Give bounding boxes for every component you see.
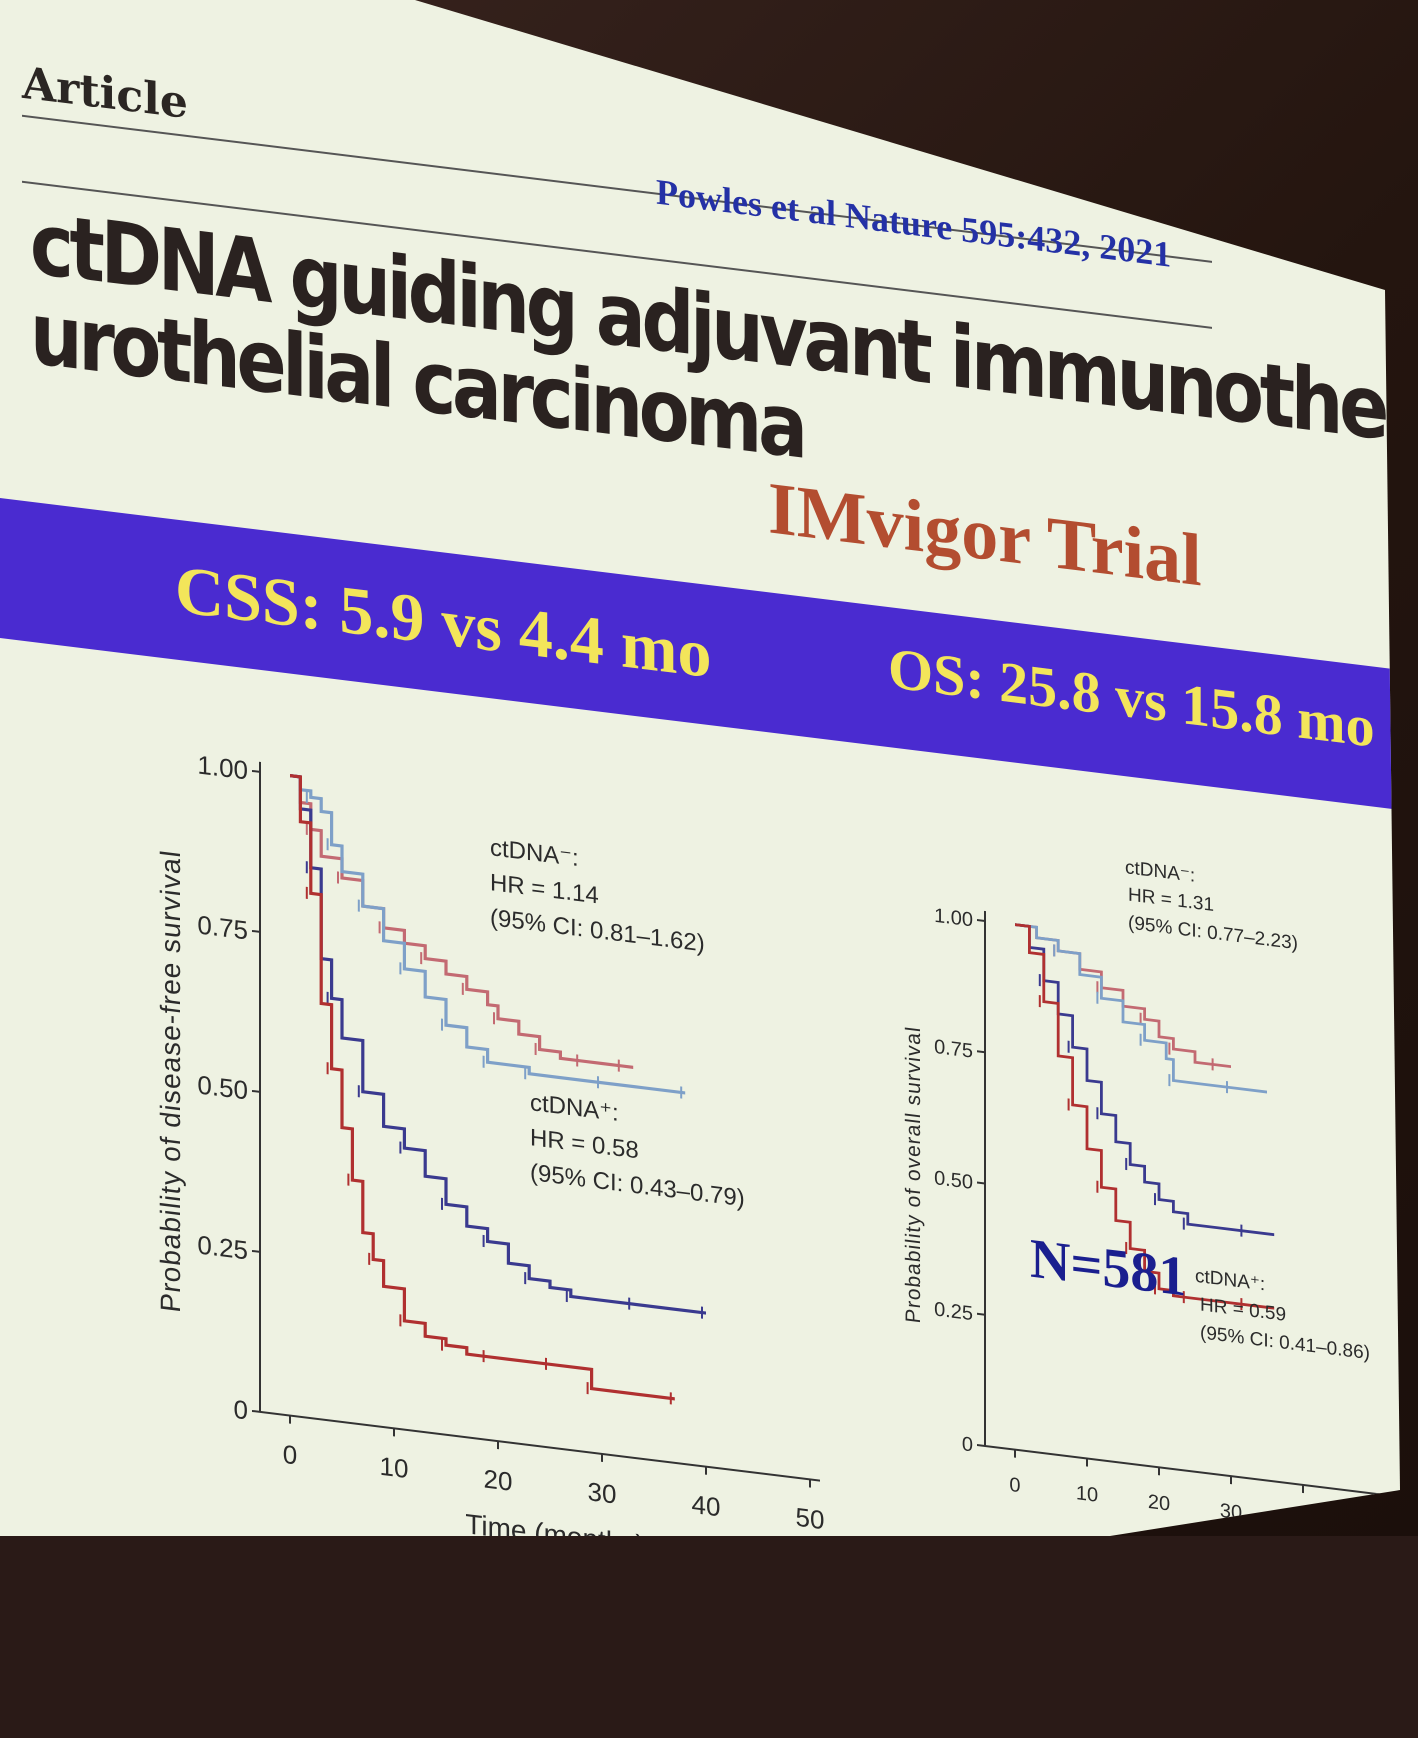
os-series-positive-atezo-line bbox=[1015, 923, 1275, 1237]
dfs-x-tick-label: 50 bbox=[796, 1502, 825, 1535]
os-neg-title: ctDNA⁻: bbox=[1125, 857, 1195, 887]
dfs-x-tick-label: 10 bbox=[380, 1451, 409, 1484]
dfs-x-tick-label: 20 bbox=[484, 1463, 513, 1496]
os-y-tick-label: 0.25 bbox=[934, 1299, 973, 1326]
dfs-y-axis-label: Probability of disease-free survival bbox=[155, 848, 186, 1314]
os-y-tick-label: 0.75 bbox=[934, 1036, 973, 1063]
os-neg-hr: HR = 1.31 bbox=[1128, 885, 1214, 916]
dfs-chart: 0 0.25 0.50 0.75 1.00 0 10 20 30 40 50 Time (months… bbox=[155, 749, 825, 1561]
dfs-x-tick-label: 30 bbox=[588, 1476, 617, 1509]
os-curves bbox=[1015, 923, 1275, 1311]
dfs-pos-ci: (95% CI: 0.43–0.79) bbox=[530, 1159, 745, 1212]
dfs-y-tick-label: 0 bbox=[234, 1394, 248, 1426]
os-y-tick bbox=[977, 1312, 985, 1316]
dfs-x-axis-label: Time (months) bbox=[465, 1508, 644, 1561]
os-series-negative-obs-line bbox=[1015, 923, 1267, 1094]
os-x-tick-label: 10 bbox=[1076, 1482, 1098, 1507]
os-y-tick-label: 0.50 bbox=[934, 1167, 973, 1194]
os-series-positive-obs-line bbox=[1015, 923, 1275, 1310]
dfs-y-tick bbox=[252, 1409, 260, 1413]
os-y-tick bbox=[977, 918, 985, 922]
dfs-y-tick-label: 0.25 bbox=[197, 1229, 248, 1265]
dfs-x-axis bbox=[260, 1410, 820, 1482]
dfs-curves bbox=[290, 774, 706, 1405]
os-y-tick bbox=[977, 1181, 985, 1185]
projected-slide: Article Powles et al Nature 595:432, 202… bbox=[0, 0, 1400, 1536]
dfs-neg-hr: HR = 1.14 bbox=[490, 869, 599, 909]
os-x-axis-label: Time (months) bbox=[1133, 1536, 1267, 1575]
dfs-y-tick bbox=[252, 1249, 260, 1253]
dfs-y-tick-label: 1.00 bbox=[197, 749, 248, 785]
dfs-y-tick bbox=[252, 769, 260, 773]
os-x-axis bbox=[985, 1444, 1385, 1497]
os-x-tick-label: 20 bbox=[1148, 1491, 1170, 1516]
os-y-tick bbox=[977, 1443, 985, 1447]
os-y-axis-label: Probability of overall survival bbox=[902, 1025, 925, 1325]
dfs-y-tick bbox=[252, 929, 260, 933]
dfs-series-negative-atezo-line bbox=[290, 774, 634, 1069]
os-x-tick-label: 0 bbox=[1009, 1474, 1020, 1497]
dfs-pos-title: ctDNA⁺: bbox=[530, 1089, 619, 1127]
os-y-tick-label: 1.00 bbox=[934, 905, 973, 932]
dfs-neg-ci: (95% CI: 0.81–1.62) bbox=[490, 904, 705, 957]
os-pos-title: ctDNA⁺: bbox=[1195, 1266, 1265, 1296]
dfs-neg-title: ctDNA⁻: bbox=[490, 834, 579, 872]
os-pos-hr: HR = 0.59 bbox=[1200, 1294, 1286, 1325]
trial-name: IMvigor Trial bbox=[768, 467, 1202, 603]
dfs-series-positive-obs-line bbox=[290, 774, 675, 1401]
os-y-tick bbox=[977, 1050, 985, 1054]
os-pos-ci: (95% CI: 0.41–0.86) bbox=[1200, 1322, 1370, 1364]
dfs-y-tick-label: 0.50 bbox=[197, 1069, 248, 1105]
dfs-y-tick bbox=[252, 1089, 260, 1093]
dfs-x-tick-label: 0 bbox=[283, 1439, 297, 1471]
os-y-tick-label: 0 bbox=[962, 1433, 973, 1456]
dfs-y-tick-label: 0.75 bbox=[197, 909, 248, 945]
dfs-x-tick-label: 40 bbox=[692, 1489, 721, 1522]
dfs-series-negative-obs-line bbox=[290, 774, 686, 1095]
os-neg-ci: (95% CI: 0.77–2.23) bbox=[1128, 913, 1298, 955]
os-series-negative-atezo-line bbox=[1015, 923, 1231, 1069]
dfs-pos-hr: HR = 0.58 bbox=[530, 1124, 639, 1164]
